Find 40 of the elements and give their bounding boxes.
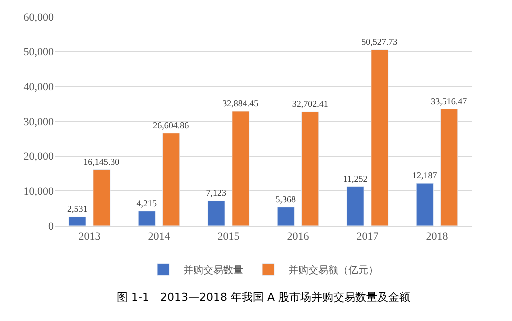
bar xyxy=(208,200,226,226)
bar xyxy=(93,170,111,226)
bar xyxy=(371,50,389,226)
y-tick-label: 50,000 xyxy=(24,46,54,59)
data-label: 5,368 xyxy=(276,194,296,204)
y-tick-label: 30,000 xyxy=(24,116,54,128)
y-tick-label: 10,000 xyxy=(24,186,54,198)
x-tick-label: 2014 xyxy=(148,231,171,244)
y-tick-label: 0 xyxy=(48,220,54,233)
x-tick-label: 2017 xyxy=(356,231,380,244)
y-tick-label: 20,000 xyxy=(24,151,54,164)
x-tick-label: 2015 xyxy=(218,231,240,244)
data-label: 50,527.73 xyxy=(362,37,398,47)
bar xyxy=(68,216,86,226)
bar xyxy=(162,133,180,226)
bar xyxy=(232,111,250,226)
x-tick-label: 2013 xyxy=(78,231,102,244)
bar xyxy=(277,207,295,226)
bar xyxy=(138,211,156,226)
data-label: 16,145.30 xyxy=(84,156,120,167)
legend-label: 并购交易额（亿元） xyxy=(288,264,378,277)
legend-label: 并购交易数量 xyxy=(184,264,244,277)
caption: 图 1-1 2013—2018 年我国 A 股市场并购交易数量及金额 xyxy=(117,291,410,304)
bar xyxy=(440,109,458,226)
data-label: 12,187 xyxy=(412,170,438,181)
x-tick-label: 2016 xyxy=(287,231,310,244)
y-tick-label: 60,000 xyxy=(24,12,54,24)
data-label: 33,516.47 xyxy=(431,96,468,106)
data-label: 4,215 xyxy=(136,198,158,208)
x-tick-label: 2018 xyxy=(426,231,449,244)
bar xyxy=(416,183,434,226)
bar xyxy=(346,186,364,226)
bar xyxy=(302,112,320,226)
y-tick-label: 40,000 xyxy=(24,82,54,94)
data-label: 11,252 xyxy=(343,174,368,184)
data-label: 2,531 xyxy=(67,204,88,214)
data-label: 7,123 xyxy=(206,188,227,198)
data-label: 26,604.86 xyxy=(153,120,190,130)
data-label: 32,702.41 xyxy=(292,99,328,110)
data-label: 32,884.45 xyxy=(222,98,260,108)
